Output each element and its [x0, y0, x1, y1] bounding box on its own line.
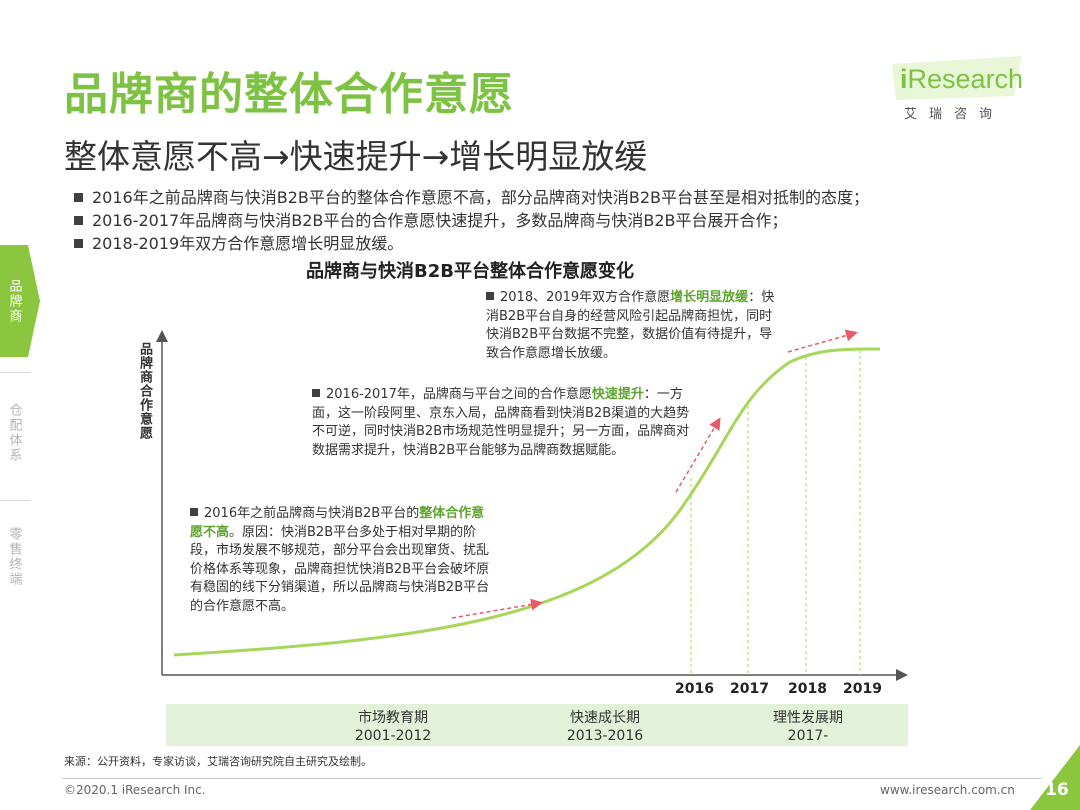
- bullet-square-icon: [74, 239, 83, 248]
- x-tick-2016: 2016: [675, 681, 714, 697]
- x-tick-2017: 2017: [730, 681, 769, 697]
- bullet-square-icon: [74, 216, 83, 225]
- bullet-square-icon: [74, 193, 83, 202]
- trend-arrow-early: [451, 598, 543, 619]
- bullet-item: 2018-2019年双方合作意愿增长明显放缓。: [74, 232, 869, 255]
- side-tab-active-pointer: [28, 245, 40, 357]
- phase-bar: [166, 704, 908, 746]
- side-tab-divider: [0, 372, 30, 373]
- bullet-square-icon: [190, 508, 198, 516]
- trend-arrow-late: [787, 329, 858, 353]
- x-tick-2018: 2018: [788, 681, 827, 697]
- website-link[interactable]: www.iresearch.com.cn: [880, 783, 1015, 797]
- note-2018-2019: 2018、2019年双方合作意愿增长明显放缓：快消B2B平台自身的经营风险引起品…: [486, 290, 775, 361]
- bullet-square-icon: [486, 292, 494, 300]
- bullet-item: 2016-2017年品牌商与快消B2B平台的合作意愿快速提升，多数品牌商与快消B…: [74, 209, 869, 232]
- page-corner-decoration: [1030, 745, 1080, 810]
- chart-y-axis-label: 品牌商合作意愿: [137, 342, 152, 440]
- page-number: 16: [1045, 780, 1069, 800]
- side-tab-warehouse[interactable]: 仓配体系: [6, 403, 22, 463]
- willingness-curve: [173, 347, 881, 657]
- bullet-item: 2016年之前品牌商与快消B2B平台的整体合作意愿不高，部分品牌商对快消B2B平…: [74, 186, 869, 209]
- phase-range: 2017-: [787, 728, 829, 744]
- phase-name: 快速成长期: [570, 710, 640, 726]
- note-2016-2017: 2016-2017年，品牌商与平台之间的合作意愿快速提升：一方面，这一阶段阿里、…: [312, 387, 690, 458]
- page-title: 品牌商的整体合作意愿: [64, 69, 514, 120]
- phase-name: 市场教育期: [358, 710, 428, 726]
- chart-title: 品牌商与快消B2B平台整体合作意愿变化: [306, 261, 634, 282]
- side-tab-divider: [0, 500, 30, 501]
- source-note: 来源：公开资料，专家访谈，艾瑞咨询研究院自主研究及绘制。: [64, 755, 372, 768]
- bullet-list: 2016年之前品牌商与快消B2B平台的整体合作意愿不高，部分品牌商对快消B2B平…: [74, 186, 869, 255]
- copyright: ©2020.1 iResearch Inc.: [64, 783, 206, 797]
- x-tick-2019: 2019: [843, 681, 882, 697]
- phase-range: 2013-2016: [566, 728, 644, 744]
- side-tab-brand[interactable]: 品牌商: [0, 245, 28, 357]
- logo-chinese: 艾瑞咨询: [904, 107, 1005, 122]
- logo-wordmark: iResearch: [900, 64, 1024, 94]
- phase-range: 2001-2012: [354, 728, 432, 744]
- side-tab-retail[interactable]: 零售终端: [6, 527, 22, 587]
- iresearch-logo: [892, 56, 1022, 100]
- phase-name: 理性发展期: [773, 710, 843, 726]
- footer-divider: [62, 778, 1042, 779]
- note-before-2016: 2016年之前品牌商与快消B2B平台的整体合作意愿不高。原因：快消B2B平台多处…: [190, 506, 490, 614]
- bullet-square-icon: [312, 389, 320, 397]
- page-subtitle: 整体意愿不高→快速提升→增长明显放缓: [64, 137, 648, 176]
